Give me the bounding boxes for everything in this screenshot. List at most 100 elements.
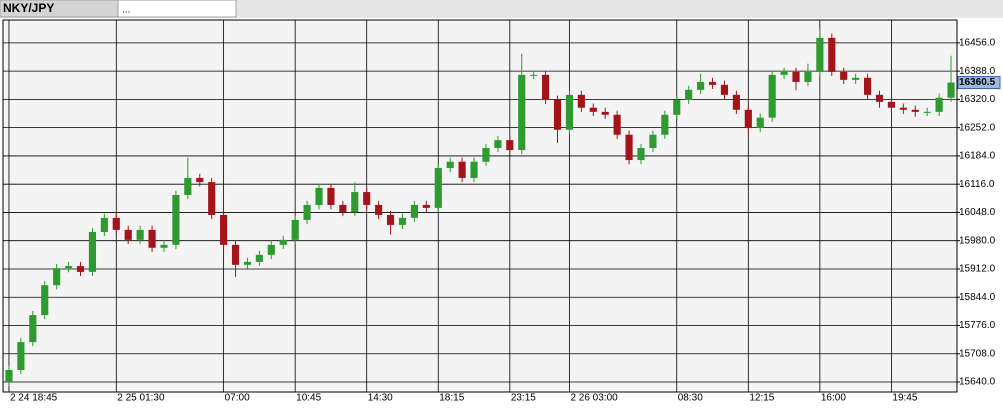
- candle-body: [112, 217, 120, 230]
- y-tick-label: 16456.0: [959, 38, 996, 49]
- candle-body: [518, 74, 526, 151]
- candle-body: [255, 254, 263, 262]
- candle-body: [565, 94, 574, 130]
- candle-body: [732, 94, 740, 110]
- candle-body: [685, 89, 693, 100]
- candle-body: [208, 182, 216, 215]
- last-price-box: [957, 76, 1001, 90]
- candle-body: [816, 37, 824, 72]
- candle-body: [661, 114, 669, 135]
- y-tick-label: 16388.0: [959, 66, 996, 77]
- y-tick-label: 16048.0: [959, 207, 996, 218]
- candle-body: [136, 229, 144, 240]
- candle-body: [303, 204, 311, 220]
- candle-body: [100, 217, 108, 232]
- candle-body: [506, 140, 514, 151]
- candle-body: [184, 177, 192, 195]
- candle-body: [446, 161, 454, 168]
- y-tick-label: 16252.0: [959, 122, 996, 133]
- candle-body: [172, 194, 180, 245]
- candle-body: [923, 111, 931, 113]
- x-tick-label: 12:15: [749, 393, 774, 404]
- candle-body: [780, 71, 788, 75]
- candle-body: [530, 74, 538, 76]
- candle-body: [76, 266, 85, 272]
- candle-body: [458, 161, 466, 178]
- candle-body: [840, 71, 848, 80]
- candle-body: [231, 244, 240, 265]
- candle-body: [422, 204, 430, 208]
- tab-label: ...: [122, 5, 130, 16]
- candle-body: [196, 177, 204, 183]
- plot-area: [2, 19, 958, 393]
- candle-body: [398, 217, 407, 225]
- x-tick-label: 08:30: [678, 393, 703, 404]
- y-tick-label: 16184.0: [959, 151, 996, 162]
- candle-body: [410, 204, 418, 218]
- x-tick-label: 2 25 01:30: [117, 393, 165, 404]
- y-tick-label: 15912.0: [959, 264, 996, 275]
- x-tick-label: 2 24 18:45: [10, 393, 58, 404]
- candle-body: [17, 342, 25, 370]
- candle-body: [482, 148, 490, 162]
- x-tick-label: 2 26 03:00: [570, 393, 618, 404]
- candle-body: [53, 268, 61, 286]
- candle-body: [351, 192, 359, 213]
- candle-body: [88, 231, 97, 272]
- candle-body: [434, 167, 442, 208]
- y-tick-label: 15980.0: [959, 235, 996, 246]
- y-tick-label: 15640.0: [959, 377, 996, 388]
- candle-body: [947, 82, 955, 98]
- x-tick-label: 19:45: [892, 393, 917, 404]
- candle-body: [339, 204, 347, 213]
- candle-body: [363, 192, 371, 205]
- candle-body: [804, 71, 812, 82]
- candle-body: [935, 97, 943, 112]
- candle-body: [124, 229, 132, 240]
- candle-body: [792, 71, 800, 82]
- candle-body: [41, 285, 49, 316]
- candle-body: [637, 148, 645, 161]
- x-tick-label: 07:00: [225, 393, 250, 404]
- candle-body: [315, 187, 323, 205]
- candle-body: [613, 114, 621, 135]
- candle-body: [65, 266, 73, 269]
- candle-body: [148, 229, 156, 248]
- candle-body: [267, 244, 275, 255]
- y-tick-label: 15708.0: [959, 348, 996, 359]
- x-tick-label: 10:45: [296, 393, 321, 404]
- candle-body: [327, 187, 335, 205]
- tab-label: NKY/JPY: [3, 1, 54, 15]
- candle-body: [494, 140, 502, 149]
- candle-body: [220, 214, 228, 245]
- candle-body: [386, 214, 395, 225]
- x-tick-label: 23:15: [511, 393, 536, 404]
- candle-body: [542, 74, 550, 100]
- candle-body: [911, 109, 919, 112]
- candle-body: [601, 111, 609, 115]
- x-tick-label: 14:30: [368, 393, 393, 404]
- candle-body: [625, 134, 633, 161]
- last-price-label: 16360.5: [959, 77, 996, 88]
- candle-body: [470, 161, 478, 178]
- candle-body: [697, 81, 705, 90]
- tab[interactable]: [117, 0, 237, 18]
- x-tick-label: 18:15: [439, 393, 464, 404]
- candle-body: [577, 94, 585, 108]
- candle-body: [291, 219, 299, 240]
- y-tick-label: 15844.0: [959, 292, 996, 303]
- candle-body: [160, 244, 168, 248]
- candle-body: [887, 101, 895, 108]
- candle-body: [863, 77, 872, 95]
- candle-body: [5, 369, 13, 383]
- candle-body: [375, 204, 383, 215]
- candle-body: [589, 107, 597, 112]
- candle-body: [875, 94, 884, 102]
- candle-body: [768, 74, 776, 118]
- tab-bar: [0, 0, 1003, 18]
- y-tick-label: 16116.0: [959, 179, 995, 190]
- candle-body: [899, 107, 907, 110]
- candle-body: [708, 81, 717, 85]
- y-tick-label: 15776.0: [959, 320, 996, 331]
